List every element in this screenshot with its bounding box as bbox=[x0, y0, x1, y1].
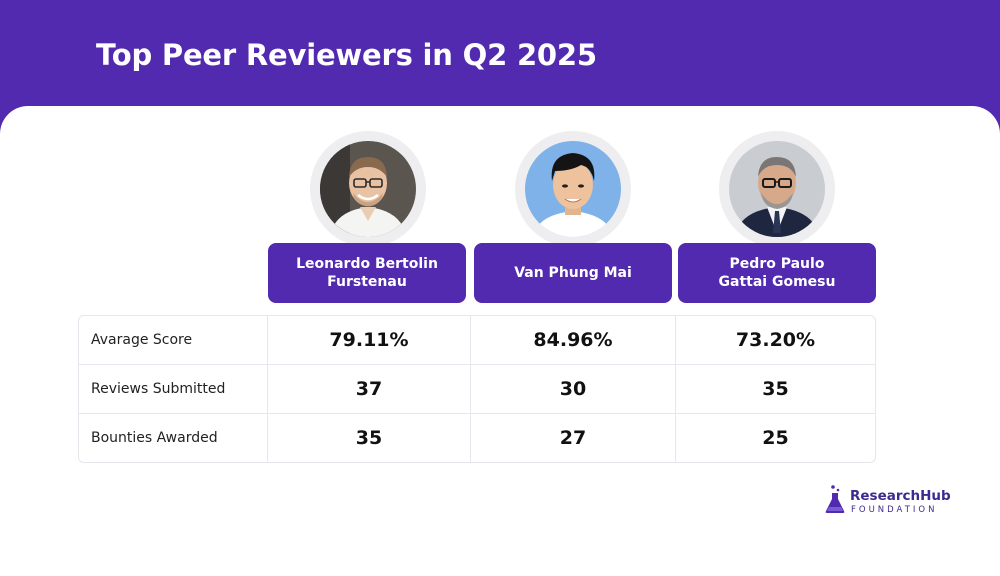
avatar-ring bbox=[719, 131, 835, 247]
reviewer-3-photo bbox=[729, 141, 825, 237]
table-cell: 35 bbox=[268, 414, 471, 462]
table-row: Reviews Submitted 37 30 35 bbox=[79, 365, 875, 414]
flask-icon bbox=[825, 485, 845, 513]
table-cell: 25 bbox=[762, 427, 789, 449]
logo-wordmark: ResearchHub bbox=[850, 488, 951, 504]
reviewer-name-line: Van Phung Mai bbox=[514, 265, 632, 281]
reviewer-name-tag: Leonardo Bertolin Furstenau bbox=[268, 243, 466, 303]
reviewer-name-line: Gattai Gomesu bbox=[718, 274, 836, 290]
avatar-photo bbox=[729, 141, 825, 237]
table-cell: 30 bbox=[471, 365, 676, 413]
avatar-ring bbox=[515, 131, 631, 247]
table-cell: 37 bbox=[268, 365, 471, 413]
logo-subtitle: FOUNDATION bbox=[851, 505, 938, 515]
table-cell: 84.96% bbox=[471, 316, 676, 364]
row-label: Reviews Submitted bbox=[79, 365, 268, 413]
table-row: Avarage Score 79.11% 84.96% 73.20% bbox=[79, 316, 875, 365]
avatar-photo bbox=[525, 141, 621, 237]
researchhub-logo: ResearchHub FOUNDATION bbox=[824, 484, 964, 518]
avatar-ring bbox=[310, 131, 426, 247]
page-title: Top Peer Reviewers in Q2 2025 bbox=[96, 38, 597, 72]
reviewer-1-photo bbox=[320, 141, 416, 237]
table-row: Bounties Awarded 35 27 25 bbox=[79, 414, 875, 463]
row-label: Avarage Score bbox=[79, 316, 268, 364]
reviewer-name-line: Furstenau bbox=[327, 274, 407, 290]
reviewer-2-photo bbox=[525, 141, 621, 237]
reviewer-name-tag: Pedro Paulo Gattai Gomesu bbox=[678, 243, 876, 303]
table-cell: 35 bbox=[762, 378, 789, 400]
avatar-photo bbox=[320, 141, 416, 237]
table-cell: 73.20% bbox=[735, 329, 816, 351]
row-label: Bounties Awarded bbox=[79, 414, 268, 462]
stats-table: Avarage Score 79.11% 84.96% 73.20% Revie… bbox=[78, 315, 876, 463]
reviewer-name-line: Pedro Paulo bbox=[729, 256, 825, 272]
reviewer-name-line: Leonardo Bertolin bbox=[296, 256, 438, 272]
table-cell: 27 bbox=[471, 414, 676, 462]
table-cell: 79.11% bbox=[268, 316, 471, 364]
reviewer-name-tag: Van Phung Mai bbox=[474, 243, 672, 303]
